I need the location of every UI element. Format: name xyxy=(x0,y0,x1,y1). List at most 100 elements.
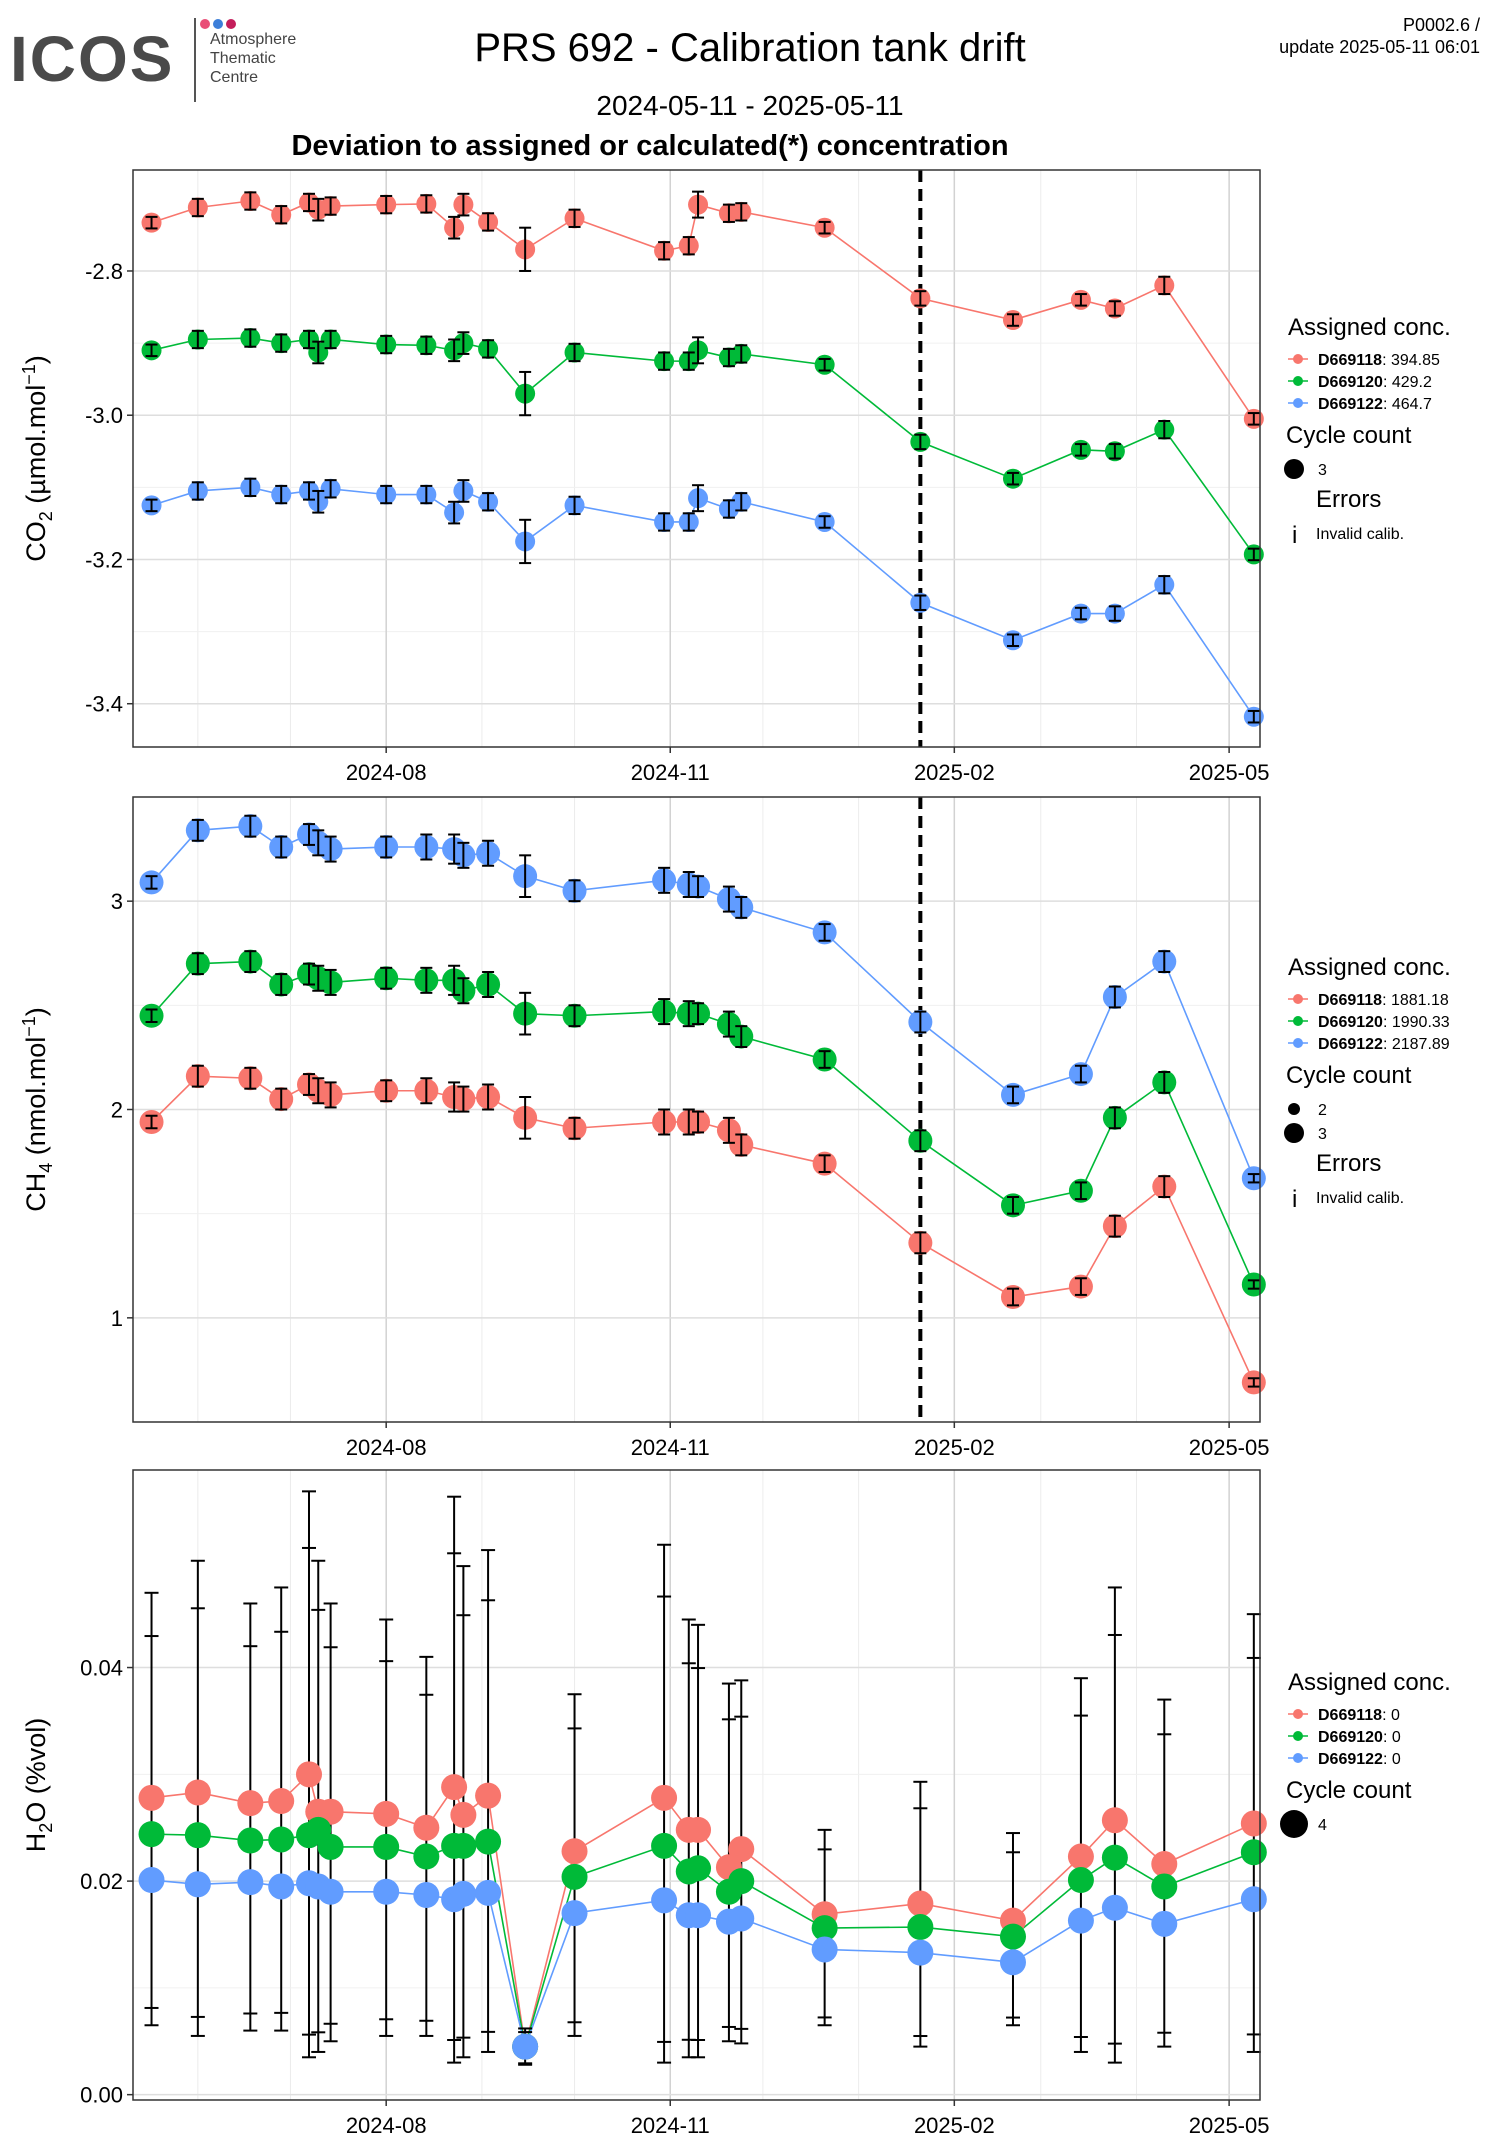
data-point-D669120 xyxy=(561,1863,588,1890)
legend-item-label: D669118: 394.85 xyxy=(1318,352,1440,369)
data-point-D669118 xyxy=(441,1774,468,1801)
data-point-D669122 xyxy=(999,1949,1026,1976)
x-tick-label: 2024-08 xyxy=(346,1435,427,1460)
logo-dots xyxy=(200,16,239,34)
x-tick-label: 2025-05 xyxy=(1189,2113,1270,2138)
logo-sub-line: Atmosphere xyxy=(210,31,297,48)
y-tick-label: 0.00 xyxy=(80,2083,123,2108)
x-tick-label: 2025-02 xyxy=(914,760,995,785)
data-point-D669118 xyxy=(317,1798,344,1825)
legend-key-point xyxy=(1293,1709,1303,1719)
data-point-D669118 xyxy=(184,1779,211,1806)
data-point-D669120 xyxy=(1067,1867,1094,1894)
data-point-D669120 xyxy=(268,1826,295,1853)
legend-title: Assigned conc. xyxy=(1288,1669,1451,1696)
x-tick-label: 2025-05 xyxy=(1189,1435,1270,1460)
legend-item-label: D669118: 0 xyxy=(1318,1707,1400,1724)
data-point-D669120 xyxy=(999,1923,1026,1950)
data-point-D669120 xyxy=(651,1832,678,1859)
data-point-D669118 xyxy=(450,1801,477,1828)
data-point-D669118 xyxy=(1101,1807,1128,1834)
legend-error-glyph: i xyxy=(1292,522,1297,549)
legend-error-label: Invalid calib. xyxy=(1316,526,1404,543)
legend-title: Assigned conc. xyxy=(1288,954,1451,981)
x-tick-label: 2024-11 xyxy=(631,760,710,785)
data-point-D669118 xyxy=(1067,1843,1094,1870)
logo-divider xyxy=(194,18,196,102)
y-tick-label: -2.8 xyxy=(85,259,123,284)
x-tick-label: 2025-02 xyxy=(914,1435,995,1460)
data-point-D669122 xyxy=(512,2033,539,2060)
data-point-D669122 xyxy=(475,1879,502,1906)
logo-sub-line: Centre xyxy=(210,69,259,86)
data-point-D669120 xyxy=(413,1843,440,1870)
legend-error-glyph: i xyxy=(1292,1186,1297,1213)
data-point-D669120 xyxy=(1240,1839,1267,1866)
legend-size-key xyxy=(1280,1810,1308,1838)
y-tick-label: 0.02 xyxy=(80,1869,123,1894)
legend-size-label: 2 xyxy=(1318,1102,1327,1119)
data-point-D669122 xyxy=(1101,1894,1128,1921)
x-tick-label: 2024-11 xyxy=(631,2113,710,2138)
legend-item-label: D669122: 0 xyxy=(1318,1751,1401,1768)
y-tick-label: 1 xyxy=(111,1306,123,1331)
legend-item-label: D669120: 1990.33 xyxy=(1318,1014,1450,1031)
data-point-D669118 xyxy=(413,1814,440,1841)
icos-logo: ICOS xyxy=(10,23,175,95)
data-point-D669120 xyxy=(728,1868,755,1895)
data-point-D669122 xyxy=(450,1880,477,1907)
data-point-D669120 xyxy=(184,1822,211,1849)
legend-key-point xyxy=(1293,398,1303,408)
y-tick-label: 2 xyxy=(111,1098,123,1123)
legend-size-key xyxy=(1288,1103,1300,1115)
data-point-D669122 xyxy=(811,1936,838,1963)
data-point-D669120 xyxy=(1151,1873,1178,1900)
legend-size-label: 4 xyxy=(1318,1817,1327,1834)
data-point-D669120 xyxy=(475,1828,502,1855)
data-point-D669120 xyxy=(1101,1844,1128,1871)
data-point-D669118 xyxy=(1240,1810,1267,1837)
data-point-D669118 xyxy=(1151,1851,1178,1878)
x-tick-label: 2025-05 xyxy=(1189,760,1270,785)
data-point-D669120 xyxy=(811,1915,838,1942)
chart-panel: 2024-08 2024-11 2025-02 2025-05 1 2 3 CH4 (nmol… xyxy=(19,796,1451,1460)
data-point-D669122 xyxy=(184,1871,211,1898)
logo-sub-line: Thematic xyxy=(210,50,276,67)
y-tick-label: 0.04 xyxy=(80,1656,123,1681)
data-point-D669120 xyxy=(237,1827,264,1854)
y-tick-label: -3.4 xyxy=(85,692,123,717)
legend-item-label: D669120: 429.2 xyxy=(1318,374,1432,391)
data-point-D669120 xyxy=(373,1833,400,1860)
data-point-D669122 xyxy=(728,1905,755,1932)
data-point-D669122 xyxy=(413,1881,440,1908)
plot-border xyxy=(132,169,1261,748)
data-point-D669122 xyxy=(268,1873,295,1900)
data-point-D669118 xyxy=(373,1800,400,1827)
legend-item-label: D669122: 2187.89 xyxy=(1318,1036,1450,1053)
legend-size-label: 3 xyxy=(1318,462,1327,479)
plot-background xyxy=(133,1470,1260,2100)
data-point-D669122 xyxy=(651,1887,678,1914)
legend-size-key xyxy=(1284,459,1304,479)
legend-key-point xyxy=(1293,1038,1303,1048)
x-tick-label: 2024-11 xyxy=(631,1435,710,1460)
y-axis-title: CH4 (nmol.mol−1) xyxy=(19,1007,56,1212)
data-point-D669122 xyxy=(373,1878,400,1905)
data-point-D669120 xyxy=(317,1833,344,1860)
data-point-D669120 xyxy=(685,1855,712,1882)
data-point-D669118 xyxy=(685,1816,712,1843)
data-point-D669118 xyxy=(237,1790,264,1817)
data-point-D669122 xyxy=(138,1867,165,1894)
data-point-D669122 xyxy=(1151,1910,1178,1937)
date-range: 2024-05-11 - 2025-05-11 xyxy=(596,90,904,121)
chart-panel: 2024-08 2024-11 2025-02 2025-05 -3.4 -3.2 -3.0… xyxy=(19,169,1451,785)
legend-title: Cycle count xyxy=(1286,1777,1412,1804)
legend-title: Assigned conc. xyxy=(1288,314,1451,341)
legend-title: Errors xyxy=(1316,1150,1381,1177)
data-point-D669122 xyxy=(907,1939,934,1966)
logo-dot xyxy=(200,19,210,29)
version-info: P0002.6 / update 2025-05-11 06:01 xyxy=(1279,14,1480,58)
plot-background xyxy=(133,170,1260,747)
version-line: P0002.6 / xyxy=(1402,15,1480,35)
